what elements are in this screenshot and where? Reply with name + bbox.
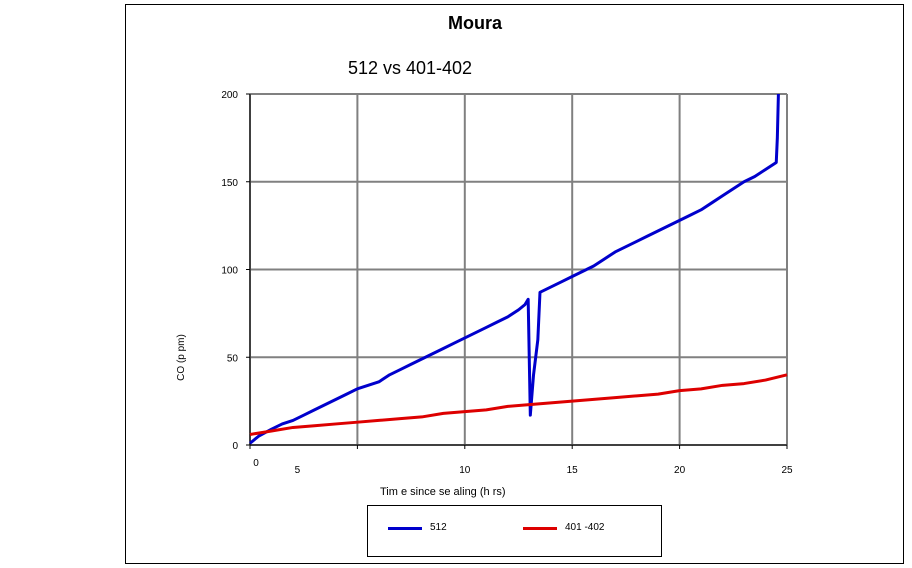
y-tick-label: 100 <box>221 266 238 277</box>
x-tick-label: 5 <box>295 465 301 476</box>
y-tick-label: 0 <box>232 441 238 452</box>
legend-swatch-512 <box>388 527 422 530</box>
x-tick-label: 0 <box>253 458 259 469</box>
y-axis-label: CO (p pm) <box>175 334 187 381</box>
chart-subtitle: 512 vs 401-402 <box>347 58 473 78</box>
series-line-401-402 <box>249 373 788 436</box>
x-tick-label: 15 <box>567 465 579 476</box>
legend-label-401-402: 401 -402 <box>565 522 605 533</box>
y-tick-label: 50 <box>227 353 239 364</box>
legend-swatch-401-402 <box>523 527 557 530</box>
y-tick-label: 200 <box>221 90 238 101</box>
x-axis-label: Tim e since se aling (h rs) <box>380 486 506 498</box>
chart-title: Moura <box>448 13 502 33</box>
y-tick-label: 150 <box>221 178 238 189</box>
legend-label-512: 512 <box>430 522 447 533</box>
legend: 512 401 -402 <box>367 505 662 557</box>
series-line-512 <box>249 93 780 445</box>
chart-frame <box>125 4 904 564</box>
x-tick-label: 10 <box>459 465 471 476</box>
x-tick-label: 20 <box>674 465 686 476</box>
x-tick-label: 25 <box>781 465 793 476</box>
